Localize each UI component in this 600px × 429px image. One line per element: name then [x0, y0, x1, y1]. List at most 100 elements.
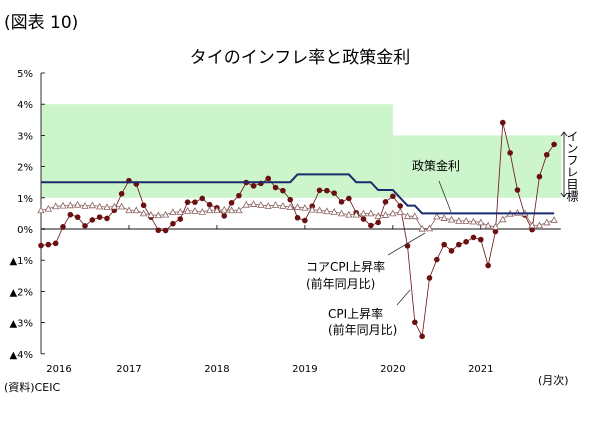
core-cpi-point	[535, 221, 544, 229]
core-cpi-point	[191, 207, 199, 214]
core-cpi-point	[462, 217, 470, 224]
cpi-point	[199, 195, 206, 202]
core-cpi-point	[389, 209, 397, 217]
core-cpi-point	[381, 211, 390, 218]
core-cpi-point	[528, 221, 536, 229]
core-cpi-point	[147, 211, 155, 218]
core-cpi-point	[499, 215, 507, 223]
x-tick-label: 2020	[380, 364, 405, 375]
core-cpi-point	[330, 208, 338, 215]
source-note: (資料)CEIC	[4, 380, 60, 394]
cpi-point	[324, 187, 330, 194]
annotation-arrow	[387, 232, 426, 256]
core-cpi-point	[550, 216, 558, 223]
core-cpi-point	[469, 217, 478, 225]
core-cpi-point	[367, 209, 375, 217]
cpi-point	[206, 201, 213, 208]
cpi-point	[52, 240, 59, 247]
core-cpi-point	[440, 214, 448, 221]
core-cpi-point	[264, 202, 272, 209]
cpi-point	[492, 228, 499, 235]
core-cpi-point	[484, 221, 492, 229]
x-tick-label: 2017	[116, 364, 141, 375]
cpi-point	[45, 241, 52, 248]
annotations: 政策金利 コアCPI上昇率 (前年同月比) CPI上昇率 (前年同月比) インフ…	[306, 130, 579, 337]
cpi-point	[456, 241, 462, 248]
chart-title: タイのインフレ率と政策金利	[190, 48, 411, 68]
x-tick-label: 2016	[46, 364, 71, 375]
core-cpi-point	[374, 212, 382, 219]
cpi-point	[478, 236, 484, 243]
core-cpi-point	[44, 204, 53, 212]
cpi-point	[543, 151, 550, 158]
cpi-point	[38, 242, 44, 249]
y-tick-label: ▲4%	[9, 350, 33, 361]
cpi-point	[499, 119, 506, 126]
cpi-point	[265, 175, 272, 182]
cpi-point	[250, 183, 257, 189]
cpi-point	[375, 219, 381, 226]
x-unit-label: (月次)	[538, 373, 569, 387]
core-cpi-point	[301, 203, 309, 211]
cpi-point	[155, 227, 162, 234]
core-cpi-point	[323, 207, 331, 215]
cpi-point	[426, 275, 433, 281]
core-cpi-point	[286, 203, 294, 211]
core-cpi-point	[411, 212, 419, 220]
core-cpi-point	[176, 208, 184, 215]
y-tick-label: 5%	[17, 69, 33, 80]
y-tick-label: 1%	[17, 194, 33, 205]
x-tick-label: 2019	[292, 364, 317, 375]
core-cpi-point	[183, 207, 192, 214]
core-cpi-point	[51, 202, 60, 210]
annotation-core-cpi-sub: (前年同月比)	[306, 276, 375, 291]
cpi-point	[338, 199, 345, 205]
cpi-point	[272, 184, 279, 191]
annotation-core-cpi: コアCPI上昇率	[306, 259, 385, 274]
core-cpi-point	[315, 206, 324, 214]
cpi-point	[96, 214, 103, 220]
annotation-cpi-sub: (前年同月比)	[328, 322, 397, 337]
core-cpi-point	[205, 206, 214, 214]
core-cpi-point	[198, 208, 206, 215]
core-cpi-point	[337, 209, 346, 217]
core-cpi-point	[220, 205, 228, 213]
cpi-point	[74, 214, 81, 220]
core-cpi-point	[37, 206, 45, 214]
core-cpi-point	[433, 212, 441, 220]
core-cpi-point	[352, 210, 360, 218]
cpi-point	[331, 190, 338, 196]
cpi-point	[551, 141, 557, 148]
core-cpi-point	[88, 201, 96, 209]
target-band-range	[392, 135, 562, 198]
cpi-point	[360, 216, 367, 222]
core-cpi-point	[132, 206, 140, 214]
cpi-point	[170, 220, 176, 227]
cpi-point	[390, 193, 396, 200]
core-cpi-point	[242, 200, 250, 208]
cpi-point	[89, 217, 96, 223]
target-label: インフレ目標	[565, 130, 579, 202]
core-cpi-point	[125, 206, 133, 214]
y-tick-label: 4%	[17, 100, 33, 111]
core-cpi-point	[117, 202, 126, 210]
core-cpi-point	[81, 202, 89, 209]
cpi-point	[346, 195, 352, 202]
cpi-point	[316, 187, 323, 194]
y-tick-label: ▲3%	[9, 319, 33, 330]
core-cpi-point	[161, 210, 170, 218]
series-line	[41, 173, 555, 215]
cpi-point	[470, 234, 477, 241]
cpi-point	[463, 238, 469, 245]
cpi-point	[507, 150, 513, 156]
core-cpi-point	[418, 224, 426, 232]
cpi-point	[140, 202, 147, 209]
cpi-point	[448, 248, 455, 254]
cpi-point	[294, 214, 301, 221]
cpi-point	[514, 187, 521, 193]
core-cpi-point	[543, 218, 551, 226]
cpi-point	[404, 243, 411, 249]
core-cpi-point	[110, 202, 118, 210]
core-cpi-point	[293, 203, 302, 211]
cpi-point	[177, 216, 184, 222]
